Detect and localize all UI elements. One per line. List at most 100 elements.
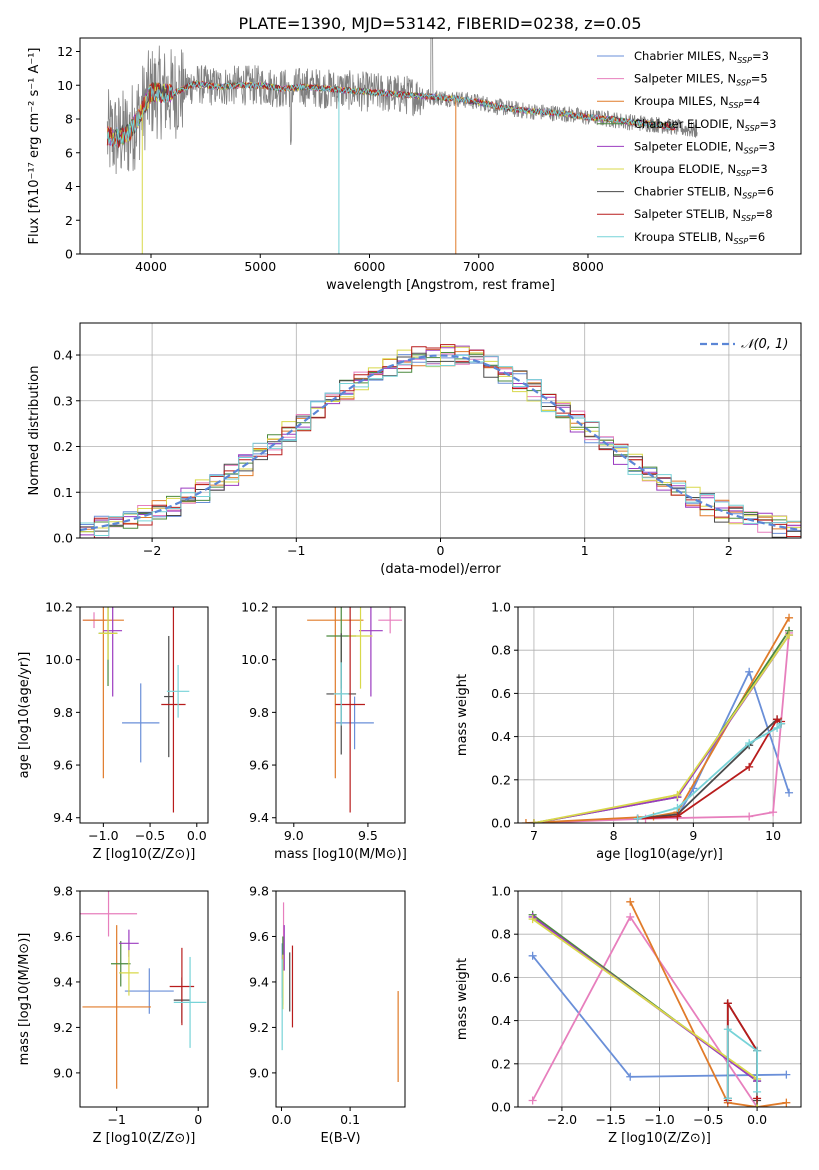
weight-vs-age-panel: 7 8 9 10 0.0 0.2 0.4 0.6 0.8 1.0 age [log10(age/yr… — [455, 600, 802, 862]
legend-entry: Kroupa ELODIE, NSSP=3 — [634, 162, 768, 178]
y-tick-label: 0 — [65, 247, 73, 262]
weight-marker — [528, 1096, 537, 1105]
errorbar-point — [122, 683, 160, 763]
x-axis-label: Z [log10(Z/Z⊙)] — [93, 847, 196, 862]
y-tick-label: 9.4 — [53, 974, 73, 989]
weight-marker — [626, 912, 635, 921]
weight-marker — [785, 613, 794, 622]
errorbar-point — [359, 607, 383, 697]
errorbar-point — [335, 607, 365, 813]
y-tick-label: 12 — [57, 44, 73, 59]
errorbar-point — [98, 607, 118, 660]
errorbar-point — [164, 635, 174, 758]
y-tick-label: 0.2 — [491, 772, 511, 787]
y-tick-label: 10.0 — [45, 652, 73, 667]
weight-marker — [777, 719, 786, 728]
figure-title: PLATE=1390, MJD=53142, FIBERID=0238, z=0… — [238, 14, 641, 33]
weight-marker — [782, 1070, 791, 1079]
legend-entry: 𝒩(0, 1) — [741, 337, 788, 352]
x-axis-label: wavelength [Angstrom, rest frame] — [326, 278, 555, 293]
x-tick-label: 0 — [194, 1112, 202, 1127]
errorbar-point — [378, 607, 403, 634]
y-tick-label: 9.4 — [249, 974, 269, 989]
weight-marker — [753, 1046, 762, 1055]
y-tick-label: 1.0 — [491, 884, 511, 899]
x-tick-label: 7 — [530, 828, 538, 843]
y-tick-label: 6 — [65, 145, 73, 160]
model-spectrum-9 — [106, 80, 676, 148]
x-tick-label: −1 — [107, 1112, 125, 1127]
errorbar-point — [173, 956, 207, 1048]
weight-marker — [673, 790, 682, 799]
weight-marker — [785, 788, 794, 797]
weight-marker — [785, 631, 794, 640]
weight-marker — [528, 915, 537, 924]
weight-vs-age-frame — [517, 606, 802, 824]
y-tick-label: 0.0 — [491, 816, 511, 831]
normal-reference-curve — [80, 354, 801, 532]
weight-marker — [745, 812, 754, 821]
x-tick-label: 5000 — [244, 259, 276, 274]
weight-series-8 — [637, 718, 782, 820]
y-tick-label: 0.6 — [491, 970, 511, 985]
errorbar-point — [124, 968, 174, 1014]
y-tick-label: 9.8 — [249, 884, 269, 899]
weight-marker — [745, 739, 754, 748]
legend-entry: Chabrier MILES, NSSP=3 — [634, 49, 769, 65]
y-tick-label: 0.6 — [491, 686, 511, 701]
y-tick-label: 9.4 — [249, 810, 269, 825]
weight-marker — [753, 1087, 762, 1096]
errorbar-point — [82, 607, 124, 779]
y-axis-label: mass weight — [455, 958, 470, 1040]
weight-vs-Z-panel: −2.0 −1.5 −1.0 −0.5 0.0 0.0 0.2 0.4 0.6 0.8 1.0 Z [… — [455, 884, 802, 1146]
x-tick-label: −2 — [143, 543, 161, 558]
legend-entry: Salpeter ELODIE, NSSP=3 — [634, 139, 775, 155]
x-tick-label: 9.5 — [358, 828, 378, 843]
weight-marker — [723, 1025, 732, 1034]
legend-entry: Salpeter MILES, NSSP=5 — [634, 72, 768, 88]
weight-marker — [723, 999, 732, 1008]
y-tick-label: 4 — [65, 179, 73, 194]
errorbar-point — [103, 607, 123, 697]
weight-marker — [521, 819, 530, 823]
x-axis-label: (data-model)/error — [380, 562, 501, 577]
y-tick-label: 9.8 — [53, 705, 73, 720]
y-tick-label: 9.6 — [249, 758, 269, 773]
weight-series-9 — [726, 1027, 758, 1099]
legend-entry: Chabrier STELIB, NSSP=6 — [634, 185, 774, 201]
legend-entry: Salpeter STELIB, NSSP=8 — [634, 207, 773, 223]
x-axis-label: Z [log10(Z/Z⊙)] — [608, 1131, 711, 1146]
x-tick-label: 8 — [610, 828, 618, 843]
y-axis-label: mass weight — [455, 674, 470, 756]
x-tick-label: 7000 — [463, 259, 495, 274]
y-tick-label: 9.4 — [53, 810, 73, 825]
x-tick-label: −0.5 — [693, 1112, 723, 1127]
age-vs-Z-frame — [79, 606, 209, 824]
x-tick-label: 0.1 — [340, 1112, 360, 1127]
age-vs-Z-panel: −1.0 −0.5 0.0 9.4 9.6 9.8 10.0 10.2 Z [log10(Z/Z… — [17, 600, 209, 862]
weight-series-4 — [533, 630, 790, 823]
y-tick-label: 0.8 — [491, 927, 511, 942]
weight-series-2 — [531, 915, 758, 1107]
y-tick-label: 0.4 — [491, 729, 511, 744]
y-tick-label: 9.6 — [249, 929, 269, 944]
x-axis-label: Z [log10(Z/Z⊙)] — [93, 1131, 196, 1146]
x-tick-label: −1.0 — [88, 828, 118, 843]
y-tick-label: 10.0 — [241, 652, 269, 667]
x-tick-label: 4000 — [135, 259, 167, 274]
y-tick-label: 0.0 — [491, 1100, 511, 1115]
weight-series-6 — [533, 634, 790, 823]
errorbar-point — [161, 607, 186, 813]
x-tick-label: 9 — [689, 828, 697, 843]
y-tick-label: 9.8 — [53, 884, 73, 899]
x-tick-label: 6000 — [354, 259, 386, 274]
observed-spectrum — [106, 38, 698, 175]
residuals-panel: −2 −1 0 1 2 0.0 0.1 0.2 0.3 0.4 (data-model)/error… — [27, 322, 802, 577]
errorbar-point — [348, 607, 373, 689]
age-vs-mass-plot-area — [307, 607, 403, 813]
y-axis-label: age [log10(age/yr)] — [17, 652, 32, 779]
spectrum-legend: Chabrier MILES, NSSP=3 Salpeter MILES, NS… — [597, 49, 776, 246]
x-tick-label: −2.0 — [547, 1112, 577, 1127]
residuals-plot-area — [80, 344, 801, 538]
mass-vs-Z-frame — [79, 890, 209, 1108]
